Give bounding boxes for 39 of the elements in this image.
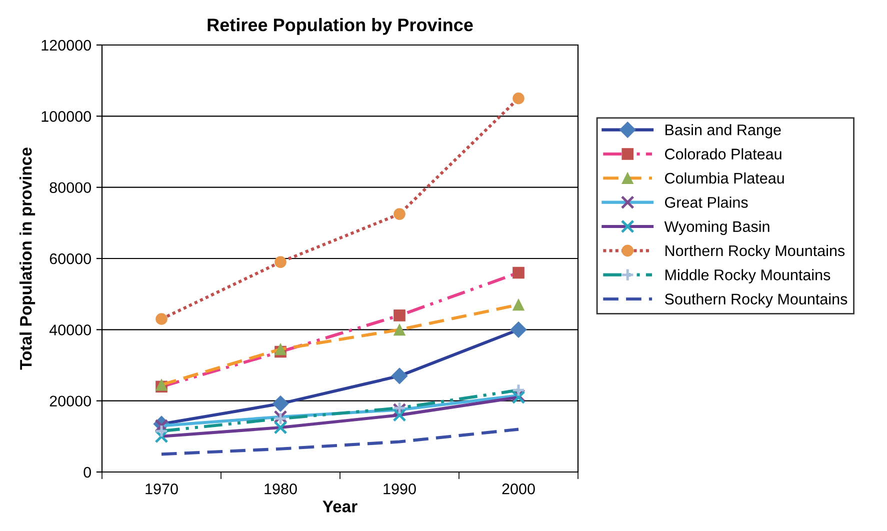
y-tick-label: 80000 (50, 182, 91, 194)
y-tick-label: 0 (84, 466, 91, 478)
x-tick-label: 1970 (146, 484, 178, 494)
legend-label: Southern Rocky Mountains (664, 293, 848, 308)
x-axis-title: Year (322, 500, 358, 512)
x-tick-label: 1980 (264, 484, 297, 494)
y-tick-label: 60000 (50, 253, 91, 264)
point (512, 266, 524, 279)
y-axis-title: Total Population in province (20, 148, 36, 370)
point (512, 383, 526, 397)
point (394, 208, 406, 220)
point (510, 321, 527, 338)
point (156, 313, 168, 325)
legend-label: Colorado Plateau (665, 148, 782, 160)
legend-label: Columbia Plateau (665, 172, 784, 184)
legend-label: Middle Rocky Mountains (666, 269, 830, 284)
point (512, 92, 524, 104)
y-tick-label: 100000 (42, 111, 91, 122)
point (274, 343, 286, 356)
legend-label: Great Plains (665, 196, 748, 208)
y-tick-label: 20000 (50, 396, 91, 407)
legend-label: Basin and Range (666, 124, 781, 138)
legend-label: Northern Rocky Mountains (666, 244, 845, 260)
point (154, 424, 168, 438)
legend-label: Wyoming Basin (664, 220, 770, 236)
chart-title: Retiree Population by Province (208, 18, 473, 35)
point (394, 324, 406, 336)
x-tick-label: 2000 (502, 484, 535, 494)
x-tick-label: 1990 (384, 484, 416, 494)
point (394, 310, 406, 322)
y-tick-label: 120000 (42, 40, 91, 51)
y-tick-label: 40000 (49, 324, 91, 336)
point (392, 408, 406, 422)
point (274, 256, 286, 268)
point (391, 368, 408, 384)
line-series (160, 428, 520, 456)
point (272, 395, 289, 412)
point (274, 420, 288, 434)
point (512, 298, 524, 311)
